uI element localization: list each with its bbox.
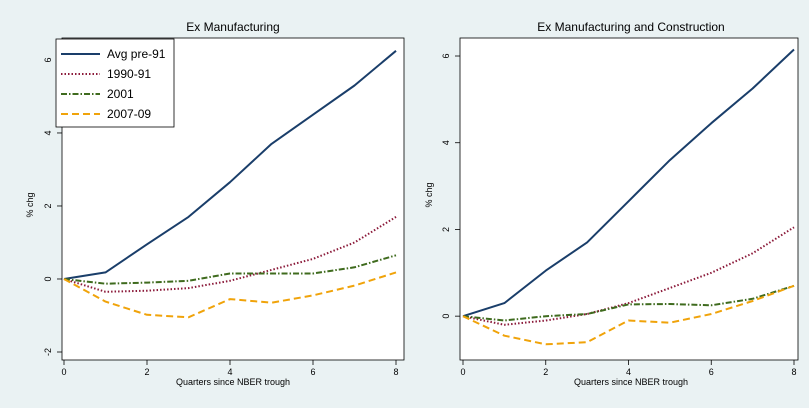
legend-label-2007-09: 2007-09 [107, 107, 151, 121]
right-x-tick-label: 2 [543, 367, 548, 377]
right-x-tick-label: 0 [460, 367, 465, 377]
left-y-tick-label: 0 [43, 276, 53, 281]
right-series-line-2007-09 [462, 284, 795, 346]
left-axis-ticks: 0 2 4 6 8 -2 0 2 4 6 [43, 57, 399, 377]
left-y-axis-label: % chg [25, 192, 35, 217]
right-x-tick-label: 6 [709, 367, 714, 377]
left-x-tick-label: 0 [61, 367, 66, 377]
left-series-line-2007-09 [63, 271, 397, 319]
right-axis-ticks: 0 2 4 6 8 0 2 4 6 [441, 53, 797, 377]
left-chart-title: Ex Manufacturing [186, 20, 279, 34]
left-series-line-1990-91 [63, 216, 397, 293]
left-x-tick-label: 8 [393, 367, 398, 377]
legend-label-avg-pre-91: Avg pre-91 [107, 47, 166, 61]
right-x-tick-label: 4 [626, 367, 631, 377]
left-y-tick-label: -2 [43, 348, 53, 356]
left-x-tick-label: 2 [144, 367, 149, 377]
left-series-line-avg-pre-91 [63, 50, 397, 280]
right-panel: Ex Manufacturing and Construction Quarte… [424, 20, 799, 387]
right-x-tick-label: 8 [791, 367, 796, 377]
legend-label-2001: 2001 [107, 87, 134, 101]
right-series-line-avg-pre-91 [462, 48, 795, 318]
left-series-line-2001 [63, 254, 397, 285]
right-series-lines [462, 48, 795, 346]
left-y-tick-label: 2 [43, 203, 53, 208]
left-x-axis-label: Quarters since NBER trough [176, 377, 290, 387]
legend: Avg pre-91 1990-91 2001 2007-09 [55, 38, 175, 128]
right-x-axis-label: Quarters since NBER trough [574, 377, 688, 387]
left-series-lines [63, 50, 397, 319]
right-series-line-1990-91 [462, 226, 795, 326]
right-y-tick-label: 0 [441, 314, 451, 319]
right-y-axis-label: % chg [424, 182, 434, 207]
right-plot-region [459, 37, 799, 361]
left-panel: Ex Manufacturing Quarters since NBER tro… [25, 20, 405, 387]
right-chart-title: Ex Manufacturing and Construction [537, 20, 724, 34]
left-y-tick-label: 6 [43, 57, 53, 62]
right-y-tick-label: 4 [441, 140, 451, 145]
right-series-line-2001 [462, 284, 795, 322]
left-y-tick-label: 4 [43, 130, 53, 135]
left-x-tick-label: 6 [310, 367, 315, 377]
right-y-tick-label: 6 [441, 53, 451, 58]
legend-label-1990-91: 1990-91 [107, 67, 151, 81]
left-x-tick-label: 4 [227, 367, 232, 377]
right-y-tick-label: 2 [441, 227, 451, 232]
